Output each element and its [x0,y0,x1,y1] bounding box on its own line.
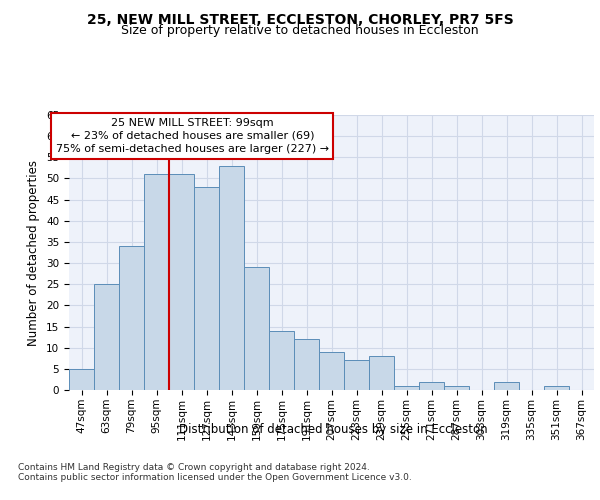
Bar [444,386,469,390]
Bar [319,352,344,390]
Text: Contains HM Land Registry data © Crown copyright and database right 2024.
Contai: Contains HM Land Registry data © Crown c… [18,462,412,482]
Bar [269,331,294,390]
Text: 25 NEW MILL STREET: 99sqm
← 23% of detached houses are smaller (69)
75% of semi-: 25 NEW MILL STREET: 99sqm ← 23% of detac… [56,118,329,154]
Text: Distribution of detached houses by size in Eccleston: Distribution of detached houses by size … [179,422,487,436]
Bar [244,268,269,390]
Bar [394,386,419,390]
Y-axis label: Number of detached properties: Number of detached properties [28,160,40,346]
Bar [94,284,119,390]
Bar [294,339,319,390]
Bar [544,386,569,390]
Bar [219,166,244,390]
Bar [119,246,144,390]
Bar [369,356,394,390]
Bar [419,382,444,390]
Bar [344,360,369,390]
Bar [69,369,94,390]
Bar [194,187,219,390]
Text: 25, NEW MILL STREET, ECCLESTON, CHORLEY, PR7 5FS: 25, NEW MILL STREET, ECCLESTON, CHORLEY,… [86,12,514,26]
Bar [144,174,169,390]
Text: Size of property relative to detached houses in Eccleston: Size of property relative to detached ho… [121,24,479,37]
Bar [169,174,194,390]
Bar [494,382,519,390]
